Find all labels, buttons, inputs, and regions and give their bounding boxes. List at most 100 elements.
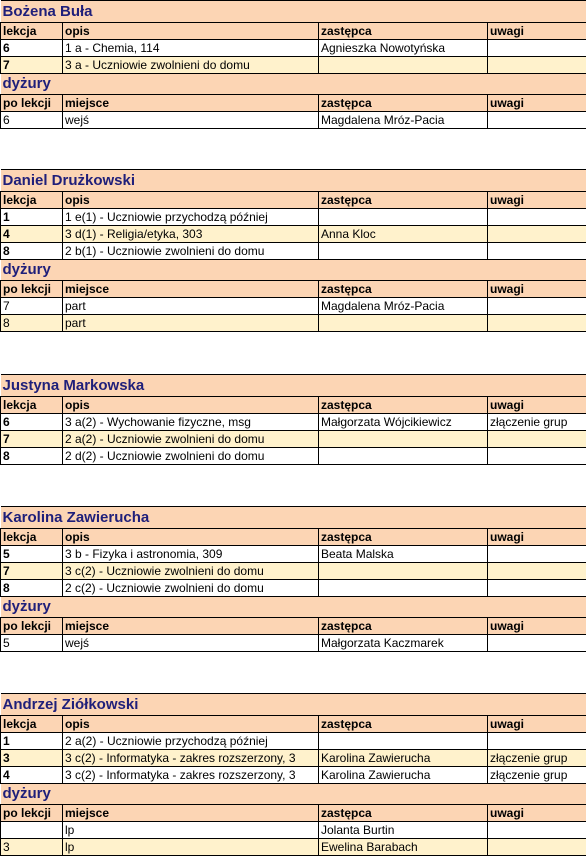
teacher-table: Bożena Buła lekcja opis zastępca uwagi 6 1 a -… (0, 0, 586, 129)
lesson-number: 3 (0, 749, 63, 767)
duty-after-lesson: 3 (0, 838, 63, 856)
lesson-substitute (318, 208, 488, 226)
lesson-description: 3 a - Uczniowie zwolnieni do domu (62, 56, 319, 74)
lesson-number: 6 (0, 39, 63, 57)
column-header-opis: opis (62, 528, 319, 546)
column-header-uwagi: uwagi (486, 280, 586, 298)
lesson-notes (486, 225, 586, 243)
duties-header-row: po lekcji miejsce zastępca uwagi (0, 804, 586, 822)
lesson-notes (486, 39, 586, 57)
lesson-substitute: Beata Malska (318, 545, 488, 563)
column-header-opis: opis (62, 715, 319, 733)
duty-notes (486, 314, 586, 332)
teacher-name: Daniel Drużkowski (0, 169, 586, 192)
column-header-uwagi: uwagi (486, 715, 586, 733)
lesson-description: 2 a(2) - Uczniowie przychodzą później (62, 732, 319, 750)
lesson-substitute (318, 579, 488, 597)
duties-heading: dyżury (0, 73, 586, 95)
lesson-notes (486, 545, 586, 563)
lesson-substitute: Karolina Zawierucha (318, 749, 488, 767)
lesson-number: 5 (0, 545, 63, 563)
column-header-uwagi: uwagi (486, 804, 586, 822)
teacher-table: Andrzej Ziółkowski lekcja opis zastępca uwag… (0, 693, 586, 856)
lesson-substitute (318, 242, 488, 260)
column-header-zastepca: zastępca (318, 94, 488, 112)
teacher-table: Daniel Drużkowski lekcja opis zastępca uwagi… (0, 169, 586, 332)
lesson-description: 3 a(2) - Wychowanie fizyczne, msg (62, 413, 319, 431)
duty-substitute: Małgorzata Kaczmarek (318, 634, 488, 652)
column-header-lekcja: lekcja (0, 396, 63, 414)
lesson-number: 8 (0, 447, 63, 465)
lesson-notes (486, 56, 586, 74)
column-header-po-lekcji: po lekcji (0, 94, 63, 112)
duty-after-lesson: 5 (0, 634, 63, 652)
column-header-miejsce: miejsce (62, 94, 319, 112)
lesson-number: 7 (0, 562, 63, 580)
duties-heading: dyżury (0, 783, 586, 805)
duties-header-row: po lekcji miejsce zastępca uwagi (0, 280, 586, 298)
lesson-description: 3 c(2) - Informatyka - zakres rozszerzon… (62, 766, 319, 784)
duty-notes (486, 838, 586, 856)
lesson-notes (486, 732, 586, 750)
duties-heading: dyżury (0, 596, 586, 618)
table-row: 8 part (0, 314, 586, 332)
lesson-description: 1 a - Chemia, 114 (62, 39, 319, 57)
column-header-opis: opis (62, 396, 319, 414)
teacher-name: Bożena Buła (0, 0, 586, 23)
teacher-name: Andrzej Ziółkowski (0, 693, 586, 716)
table-row: 5 wejś Małgorzata Kaczmarek (0, 634, 586, 652)
teacher-block: Bożena Buła lekcja opis zastępca uwagi 6 1 a -… (0, 0, 586, 129)
duties-heading: dyżury (0, 259, 586, 281)
lesson-number: 8 (0, 579, 63, 597)
lesson-notes (486, 430, 586, 448)
lesson-notes: złączenie grup (486, 766, 586, 784)
column-header-opis: opis (62, 22, 319, 40)
duty-after-lesson: 7 (0, 297, 63, 315)
table-row: 3 lp Ewelina Barabach (0, 838, 586, 856)
lesson-notes (486, 562, 586, 580)
duty-place: wejś (62, 111, 319, 129)
column-header-po-lekcji: po lekcji (0, 280, 63, 298)
duty-substitute: Ewelina Barabach (318, 838, 488, 856)
lesson-substitute: Anna Kloc (318, 225, 488, 243)
lesson-notes: złączenie grup (486, 749, 586, 767)
column-header-zastepca: zastępca (318, 191, 488, 209)
lesson-substitute (318, 562, 488, 580)
lesson-number: 1 (0, 732, 63, 750)
column-header-uwagi: uwagi (486, 94, 586, 112)
teacher-block: Karolina Zawierucha lekcja opis zastępca uwa… (0, 506, 586, 652)
duty-notes (486, 111, 586, 129)
duty-substitute: Magdalena Mróz-Pacia (318, 111, 488, 129)
lesson-description: 3 c(2) - Uczniowie zwolnieni do domu (62, 562, 319, 580)
teacher-table: Karolina Zawierucha lekcja opis zastępca uwa… (0, 506, 586, 652)
lesson-substitute: Agnieszka Nowotyńska (318, 39, 488, 57)
duty-after-lesson (0, 821, 63, 839)
lesson-substitute: Małgorzata Wójcikiewicz (318, 413, 488, 431)
column-header-uwagi: uwagi (486, 528, 586, 546)
duty-place: lp (62, 821, 319, 839)
lessons-header-row: lekcja opis zastępca uwagi (0, 715, 586, 733)
column-header-zastepca: zastępca (318, 715, 488, 733)
column-header-uwagi: uwagi (486, 617, 586, 635)
lessons-header-row: lekcja opis zastępca uwagi (0, 22, 586, 40)
lesson-substitute (318, 447, 488, 465)
column-header-po-lekcji: po lekcji (0, 617, 63, 635)
duty-substitute (318, 314, 488, 332)
lesson-substitute: Karolina Zawierucha (318, 766, 488, 784)
teacher-block: Andrzej Ziółkowski lekcja opis zastępca uwag… (0, 693, 586, 856)
table-row: 7 part Magdalena Mróz-Pacia (0, 297, 586, 315)
column-header-zastepca: zastępca (318, 617, 488, 635)
teacher-name: Justyna Markowska (0, 374, 586, 397)
lessons-header-row: lekcja opis zastępca uwagi (0, 396, 586, 414)
lesson-notes (486, 447, 586, 465)
teacher-block: Daniel Drużkowski lekcja opis zastępca uwagi… (0, 169, 586, 332)
